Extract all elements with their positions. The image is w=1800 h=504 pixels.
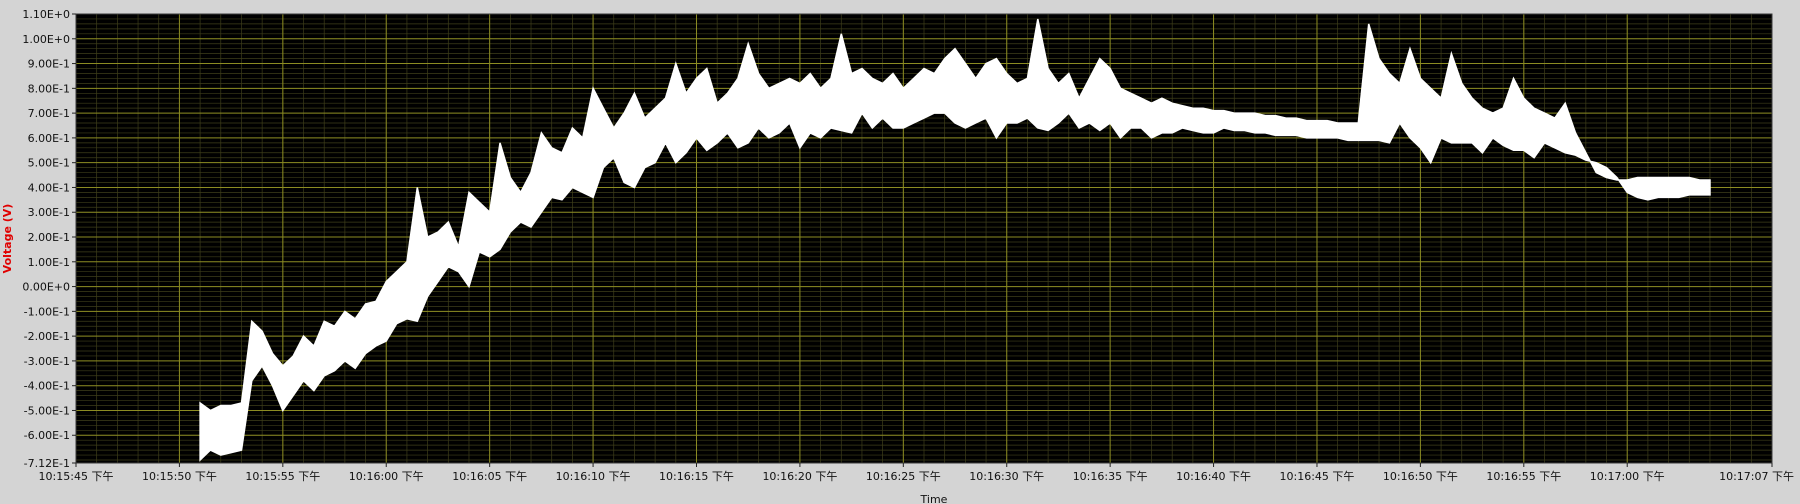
- y-tick-label: 5.00E-1: [28, 157, 70, 170]
- x-tick-label: 10:15:55 下午: [245, 470, 320, 483]
- y-tick-label: 0.00E+0: [22, 281, 70, 294]
- y-tick-label: -3.00E-1: [24, 355, 70, 368]
- y-tick-label: -2.00E-1: [24, 330, 70, 343]
- y-tick-label: -1.00E-1: [24, 305, 70, 318]
- y-tick-label: -6.00E-1: [24, 429, 70, 442]
- x-tick-label: 10:16:20 下午: [762, 470, 837, 483]
- x-tick-label: 10:15:45 下午: [39, 470, 114, 483]
- y-tick-label: 4.00E-1: [28, 181, 70, 194]
- y-axis-title: Voltage (V): [1, 204, 14, 274]
- x-tick-label: 10:17:00 下午: [1590, 470, 1665, 483]
- x-tick-label: 10:16:05 下午: [452, 470, 527, 483]
- x-axis-ticks: 10:15:45 下午 10:15:50 下午 10:15:55 下午 10:16:0…: [39, 463, 1794, 483]
- y-tick-label: -5.00E-1: [24, 404, 70, 417]
- x-tick-label: 10:16:55 下午: [1486, 470, 1561, 483]
- y-tick-label: 8.00E-1: [28, 82, 70, 95]
- y-tick-label: 1.10E+0: [22, 8, 70, 21]
- plot-frame: [75, 13, 1773, 464]
- y-tick-label: 7.00E-1: [28, 107, 70, 120]
- x-tick-label: 10:16:50 下午: [1383, 470, 1458, 483]
- x-tick-label: 10:17:07 下午: [1719, 470, 1794, 483]
- x-tick-label: 10:16:45 下午: [1280, 470, 1355, 483]
- y-tick-label: 9.00E-1: [28, 58, 70, 71]
- x-tick-label: 10:16:30 下午: [969, 470, 1044, 483]
- x-tick-label: 10:16:10 下午: [556, 470, 631, 483]
- y-tick-label: 1.00E+0: [22, 33, 70, 46]
- x-tick-label: 10:16:00 下午: [349, 470, 424, 483]
- x-tick-label: 10:15:50 下午: [142, 470, 217, 483]
- y-tick-label: -4.00E-1: [24, 380, 70, 393]
- x-tick-label: 10:16:40 下午: [1176, 470, 1251, 483]
- y-tick-label: 6.00E-1: [28, 132, 70, 145]
- x-axis-title: Time: [920, 493, 948, 504]
- y-axis-ticks: 1.10E+0 1.00E+0 9.00E-1 8.00E-1 7.00E-1 6.00E…: [22, 8, 76, 470]
- voltage-series: [199, 18, 1711, 462]
- y-tick-label: 2.00E-1: [28, 231, 70, 244]
- x-tick-label: 10:16:35 下午: [1073, 470, 1148, 483]
- x-tick-label: 10:16:25 下午: [866, 470, 941, 483]
- y-tick-label: -7.12E-1: [24, 457, 70, 470]
- major-grid: [75, 13, 1773, 464]
- y-tick-label: 3.00E-1: [28, 206, 70, 219]
- x-tick-label: 10:16:15 下午: [659, 470, 734, 483]
- y-tick-label: 1.00E-1: [28, 256, 70, 269]
